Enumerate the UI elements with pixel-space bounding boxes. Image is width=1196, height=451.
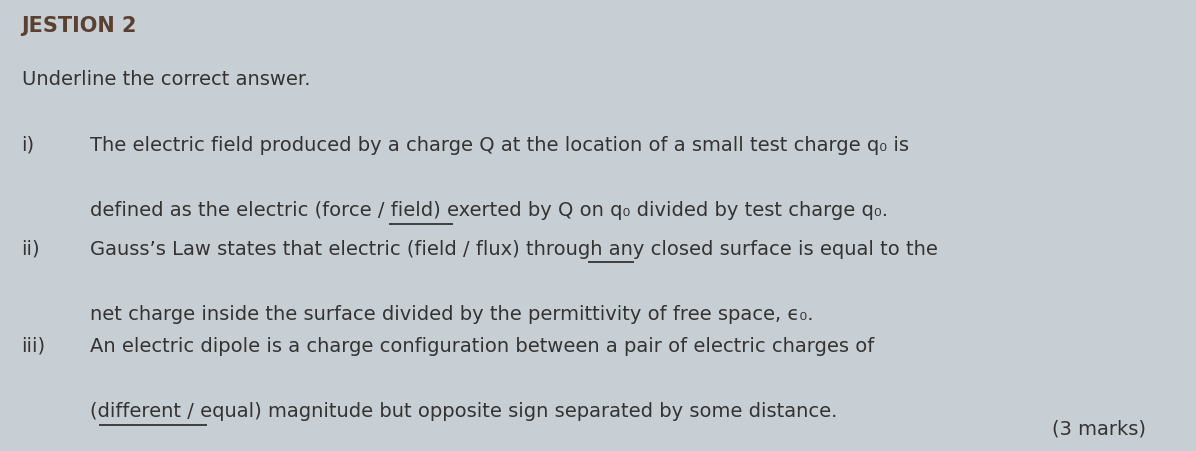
Text: ii): ii) [22,239,41,258]
Text: JESTION 2: JESTION 2 [22,16,138,36]
Text: Underline the correct answer.: Underline the correct answer. [22,70,310,89]
Text: Gauss’s Law states that electric (field / flux) through any closed surface is eq: Gauss’s Law states that electric (field … [90,239,938,258]
Text: iii): iii) [22,336,45,355]
Text: defined as the electric (force / field) exerted by Q on q₀ divided by test charg: defined as the electric (force / field) … [90,201,887,220]
Text: net charge inside the surface divided by the permittivity of free space, ϵ₀.: net charge inside the surface divided by… [90,304,813,323]
Text: (3 marks): (3 marks) [1052,419,1147,437]
Text: The electric field produced by a charge Q at the location of a small test charge: The electric field produced by a charge … [90,135,909,154]
Text: (different / equal) magnitude but opposite sign separated by some distance.: (different / equal) magnitude but opposi… [90,401,837,420]
Text: An electric dipole is a charge configuration between a pair of electric charges : An electric dipole is a charge configura… [90,336,874,355]
Text: i): i) [22,135,35,154]
